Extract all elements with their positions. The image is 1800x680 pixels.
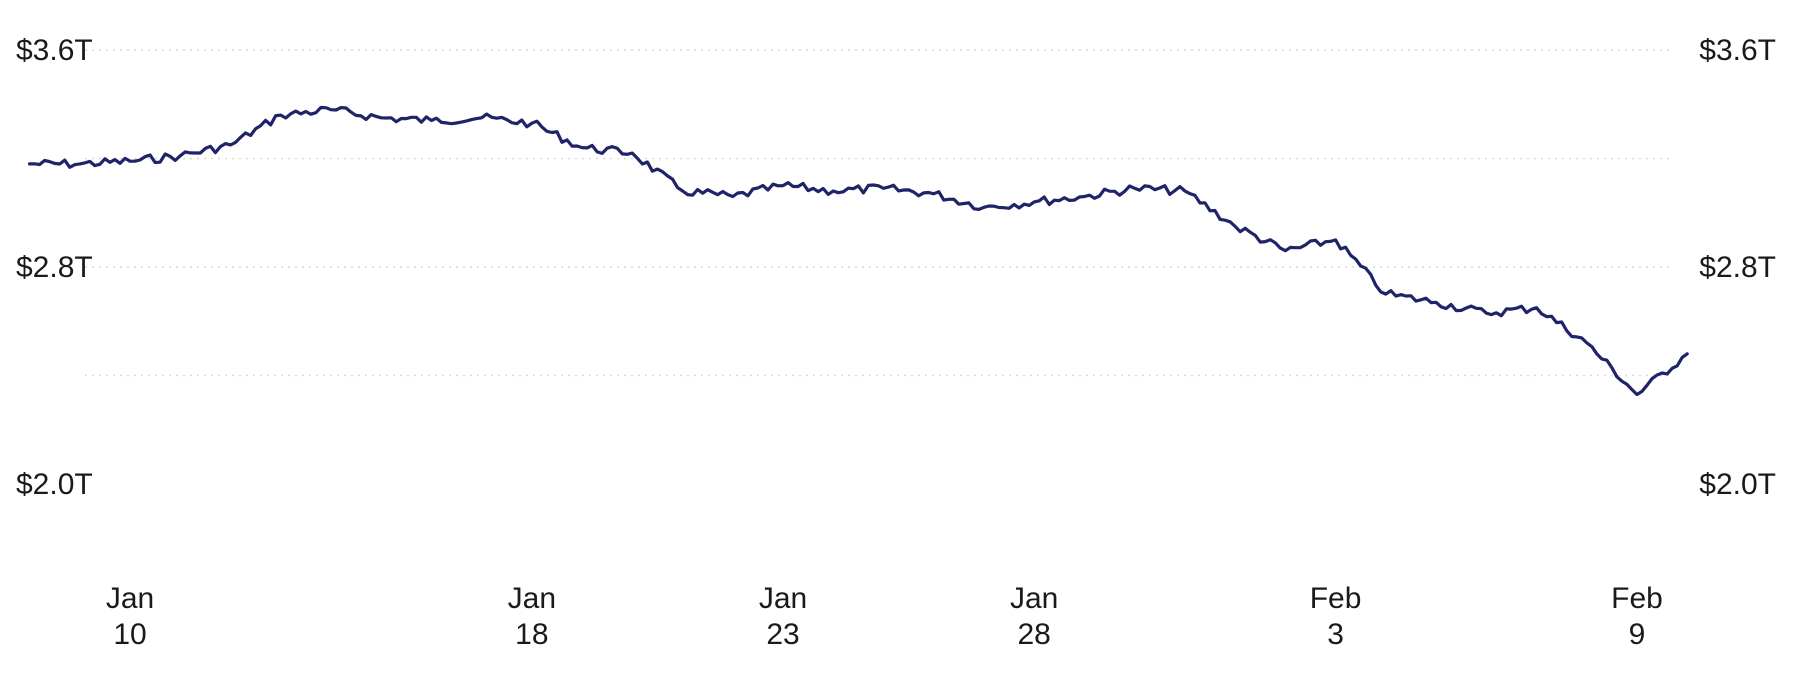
x-tick-day: 3 [1327, 618, 1344, 651]
x-tick-day: 23 [766, 618, 799, 651]
x-tick-month: Jan [759, 582, 807, 615]
x-tick-month: Jan [1010, 582, 1058, 615]
x-tick-month: Jan [508, 582, 556, 615]
x-tick-month: Jan [106, 582, 154, 615]
y-tick-label-left: $2.0T [16, 468, 93, 501]
x-tick-month: Feb [1611, 582, 1663, 615]
x-tick-day: 28 [1018, 618, 1051, 651]
y-tick-label-right: $2.0T [1699, 468, 1776, 501]
series-line [27, 105, 1689, 397]
y-tick-label-right: $2.8T [1699, 251, 1776, 284]
x-tick-day: 9 [1629, 618, 1646, 651]
y-axis-right: $3.6T $2.8T $2.0T [1699, 34, 1776, 501]
x-tick-month: Feb [1310, 582, 1362, 615]
grid [85, 49, 1670, 377]
series-group [27, 105, 1689, 397]
x-tick-day: 10 [113, 618, 146, 651]
x-tick-day: 18 [515, 618, 548, 651]
y-tick-label-right: $3.6T [1699, 34, 1776, 67]
y-tick-label-left: $3.6T [16, 34, 93, 67]
y-tick-label-left: $2.8T [16, 251, 93, 284]
y-axis-left: $3.6T $2.8T $2.0T [16, 34, 93, 501]
